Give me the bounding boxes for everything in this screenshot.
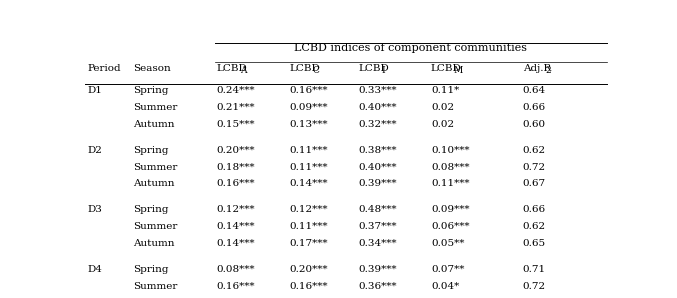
Text: D4: D4	[87, 265, 102, 274]
Text: 0.64: 0.64	[523, 86, 546, 95]
Text: 0.02: 0.02	[431, 103, 454, 112]
Text: 0.15***: 0.15***	[217, 120, 255, 129]
Text: 0.40***: 0.40***	[359, 103, 397, 112]
Text: Autumn: Autumn	[133, 179, 175, 188]
Text: A: A	[240, 66, 246, 75]
Text: 0.71: 0.71	[523, 265, 546, 274]
Text: 0.14***: 0.14***	[289, 179, 328, 188]
Text: Summer: Summer	[133, 282, 178, 291]
Text: 0.67: 0.67	[523, 179, 546, 188]
Text: Autumn: Autumn	[133, 120, 175, 129]
Text: 0.11***: 0.11***	[431, 179, 469, 188]
Text: 0.62: 0.62	[523, 222, 546, 231]
Text: 2: 2	[546, 66, 552, 75]
Text: 0.11***: 0.11***	[289, 146, 328, 155]
Text: LCBD: LCBD	[431, 63, 462, 72]
Text: 0.39***: 0.39***	[359, 179, 397, 188]
Text: 0.08***: 0.08***	[217, 265, 255, 274]
Text: D1: D1	[87, 86, 102, 95]
Text: 0.34***: 0.34***	[359, 239, 397, 248]
Text: 0.16***: 0.16***	[289, 86, 328, 95]
Text: 0.72: 0.72	[523, 282, 546, 291]
Text: Spring: Spring	[133, 205, 169, 214]
Text: Spring: Spring	[133, 86, 169, 95]
Text: 0.32***: 0.32***	[359, 120, 397, 129]
Text: 0.24***: 0.24***	[217, 86, 255, 95]
Text: 0.66: 0.66	[523, 205, 546, 214]
Text: I: I	[382, 66, 385, 75]
Text: 0.12***: 0.12***	[217, 205, 255, 214]
Text: 0.16***: 0.16***	[217, 282, 255, 291]
Text: Summer: Summer	[133, 163, 178, 172]
Text: 0.72: 0.72	[523, 163, 546, 172]
Text: 0.38***: 0.38***	[359, 146, 397, 155]
Text: 0.14***: 0.14***	[217, 239, 255, 248]
Text: 0.20***: 0.20***	[289, 265, 328, 274]
Text: 0.13***: 0.13***	[289, 120, 328, 129]
Text: 0.12***: 0.12***	[289, 205, 328, 214]
Text: 0.21***: 0.21***	[217, 103, 255, 112]
Text: 0.09***: 0.09***	[289, 103, 328, 112]
Text: LCBD: LCBD	[217, 63, 248, 72]
Text: Autumn: Autumn	[133, 239, 175, 248]
Text: 0.09***: 0.09***	[431, 205, 469, 214]
Text: 0.40***: 0.40***	[359, 163, 397, 172]
Text: 0.02: 0.02	[431, 120, 454, 129]
Text: LCBD: LCBD	[359, 63, 389, 72]
Text: Summer: Summer	[133, 103, 178, 112]
Text: 0.07**: 0.07**	[431, 265, 464, 274]
Text: 0.06***: 0.06***	[431, 222, 469, 231]
Text: Summer: Summer	[133, 222, 178, 231]
Text: 0.11*: 0.11*	[431, 86, 459, 95]
Text: 0.37***: 0.37***	[359, 222, 397, 231]
Text: 0.11***: 0.11***	[289, 222, 328, 231]
Text: 0.18***: 0.18***	[217, 163, 255, 172]
Text: 0.17***: 0.17***	[289, 239, 328, 248]
Text: D3: D3	[87, 205, 102, 214]
Text: 0.04*: 0.04*	[431, 282, 459, 291]
Text: 0.14***: 0.14***	[217, 222, 255, 231]
Text: 0.08***: 0.08***	[431, 163, 469, 172]
Text: 0.33***: 0.33***	[359, 86, 397, 95]
Text: 0.16***: 0.16***	[217, 179, 255, 188]
Text: M: M	[454, 66, 463, 75]
Text: Spring: Spring	[133, 146, 169, 155]
Text: D2: D2	[87, 146, 102, 155]
Text: Period: Period	[87, 63, 121, 72]
Text: 0.66: 0.66	[523, 103, 546, 112]
Text: 0.65: 0.65	[523, 239, 546, 248]
Text: LCBD: LCBD	[289, 63, 320, 72]
Text: 0.60: 0.60	[523, 120, 546, 129]
Text: 0.05**: 0.05**	[431, 239, 464, 248]
Text: C: C	[312, 66, 320, 75]
Text: 0.11***: 0.11***	[289, 163, 328, 172]
Text: 0.39***: 0.39***	[359, 265, 397, 274]
Text: Spring: Spring	[133, 265, 169, 274]
Text: 0.20***: 0.20***	[217, 146, 255, 155]
Text: 0.62: 0.62	[523, 146, 546, 155]
Text: Adj.R: Adj.R	[523, 63, 551, 72]
Text: 0.10***: 0.10***	[431, 146, 469, 155]
Text: Season: Season	[133, 63, 171, 72]
Text: 0.48***: 0.48***	[359, 205, 397, 214]
Text: LCBD indices of component communities: LCBD indices of component communities	[294, 43, 527, 53]
Text: 0.16***: 0.16***	[289, 282, 328, 291]
Text: 0.36***: 0.36***	[359, 282, 397, 291]
